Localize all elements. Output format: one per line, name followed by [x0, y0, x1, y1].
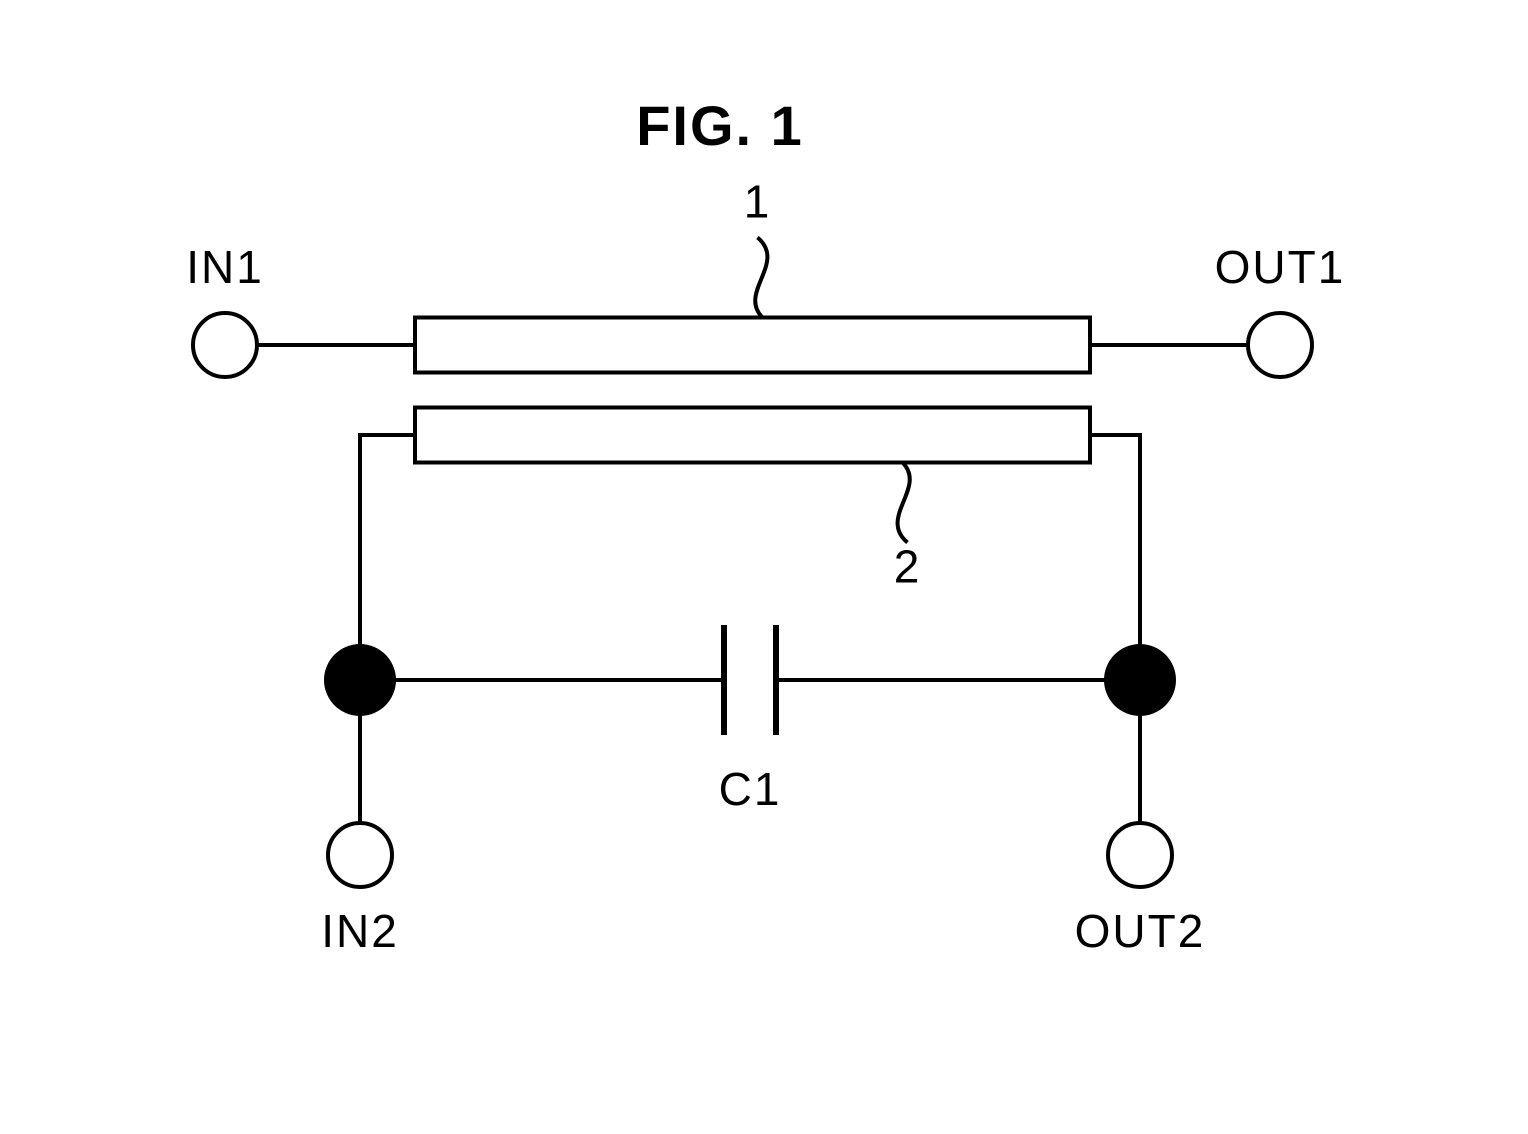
circuit-diagram: FIG. 1 1 2 C1 IN1 OUT1 IN2 OUT2 — [0, 0, 1528, 1134]
terminal-in1 — [193, 313, 257, 377]
coupled-line-1 — [415, 318, 1090, 373]
label-in2: IN2 — [321, 905, 399, 957]
coupled-line-2 — [415, 408, 1090, 463]
terminal-in2 — [328, 823, 392, 887]
leader-line-2 — [898, 463, 910, 543]
leader-line-1 — [755, 238, 767, 318]
terminal-out2 — [1108, 823, 1172, 887]
terminal-out1 — [1248, 313, 1312, 377]
figure-title: FIG. 1 — [636, 94, 804, 157]
label-c1: C1 — [719, 763, 782, 815]
label-line-1: 1 — [744, 176, 772, 228]
node-right — [1104, 644, 1176, 716]
label-in1: IN1 — [186, 241, 264, 293]
label-out1: OUT1 — [1215, 241, 1346, 293]
label-line-2: 2 — [894, 541, 922, 593]
node-left — [324, 644, 396, 716]
label-out2: OUT2 — [1075, 905, 1206, 957]
wire-left-drop — [360, 435, 415, 680]
wire-right-drop — [1090, 435, 1140, 680]
